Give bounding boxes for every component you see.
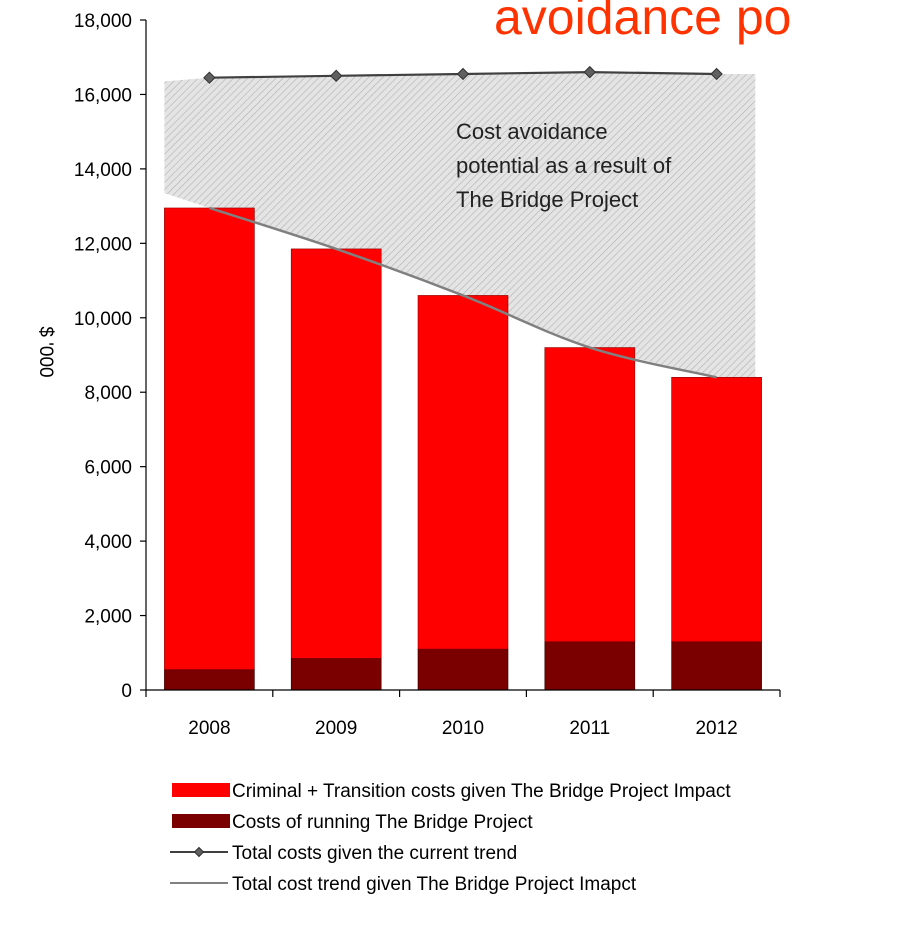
cost-avoidance-area — [164, 72, 756, 378]
bar-running-costs-2012 — [671, 641, 762, 691]
legend-label-3: Total costs given the current trend — [232, 843, 517, 864]
y-tick-label: 8,000 — [84, 383, 132, 404]
current-trend-marker-2011 — [583, 65, 597, 79]
legend-marker-diamond — [193, 846, 205, 858]
y-tick-label: 18,000 — [74, 11, 132, 32]
current-trend-marker-2010 — [456, 67, 470, 81]
legend-swatch-2 — [172, 814, 230, 828]
y-axis-label: $ '000 — [35, 326, 56, 377]
legend: Criminal + Transition costs given The Br… — [170, 781, 731, 895]
bar-criminal-transition-2010 — [417, 295, 509, 650]
annotation-line-3: The Bridge Project — [456, 187, 638, 212]
bar-running-costs-2010 — [417, 648, 509, 691]
x-tick-label: 2011 — [569, 718, 610, 739]
bar-running-costs-2008 — [164, 669, 255, 691]
bar-criminal-transition-2009 — [290, 248, 382, 659]
legend-label-2: Costs of running The Bridge Project — [232, 812, 533, 833]
legend-label-1: Criminal + Transition costs given The Br… — [232, 781, 731, 802]
x-tick-label: 2010 — [442, 718, 484, 739]
bar-running-costs-2009 — [290, 658, 382, 691]
x-tick-label: 2008 — [188, 718, 230, 739]
y-tick-label: 6,000 — [84, 458, 132, 479]
bar-running-costs-2011 — [544, 641, 636, 691]
y-tick-label: 4,000 — [84, 532, 132, 553]
y-tick-label: 2,000 — [84, 607, 132, 628]
current-trend-marker-2008 — [203, 71, 216, 84]
y-tick-label: 12,000 — [74, 234, 132, 255]
x-tick-label: 2012 — [695, 718, 737, 739]
chart-title: avoidance po — [494, 0, 791, 45]
current-trend-marker-2009 — [329, 69, 343, 83]
y-tick-label: 10,000 — [74, 309, 132, 330]
legend-swatch-1 — [172, 783, 230, 797]
current-trend-marker-2012 — [710, 67, 723, 81]
x-tick-label: 2009 — [315, 718, 357, 739]
plot-area: 0 2,000 4,000 6,000 8,000 10,000 12,000 14,000 1… — [74, 11, 781, 739]
bar-criminal-transition-2008 — [164, 207, 255, 670]
annotation-line-1: Cost avoidance — [456, 119, 608, 144]
legend-label-4: Total cost trend given The Bridge Projec… — [232, 874, 637, 895]
bar-criminal-transition-2012 — [671, 377, 762, 642]
annotation-line-2: potential as a result of — [456, 153, 672, 178]
y-tick-label: 14,000 — [74, 160, 132, 181]
impact-trend-line — [209, 206, 717, 379]
y-tick-label: 16,000 — [74, 85, 132, 106]
y-tick-label: 0 — [121, 681, 132, 702]
bar-criminal-transition-2011 — [544, 347, 636, 642]
